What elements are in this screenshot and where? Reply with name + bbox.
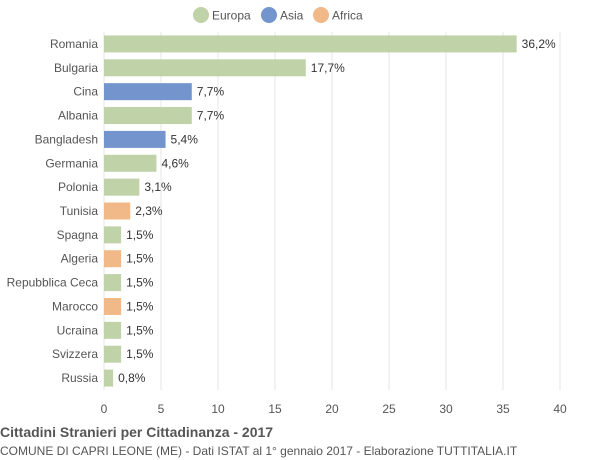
bar-tunisia <box>104 202 131 220</box>
legend-swatch-europa <box>193 7 209 23</box>
x-tick-label-25: 25 <box>382 402 396 416</box>
category-label-polonia: Polonia <box>58 180 98 194</box>
x-tick-label-35: 35 <box>496 402 510 416</box>
value-label-romania: 36,2% <box>522 37 556 51</box>
bar-algeria <box>104 250 122 268</box>
value-label-algeria: 1,5% <box>126 252 154 266</box>
legend-label-europa: Europa <box>212 9 251 23</box>
category-label-algeria: Algeria <box>61 252 99 266</box>
value-label-cina: 7,7% <box>197 85 225 99</box>
value-label-russia: 0,8% <box>118 371 146 385</box>
category-label-cina: Cina <box>73 85 98 99</box>
category-label-marocco: Marocco <box>52 299 98 313</box>
value-label-spagna: 1,5% <box>126 228 154 242</box>
bar-cina <box>104 83 192 101</box>
bar-germania <box>104 154 157 172</box>
legend-swatch-asia <box>261 7 277 23</box>
category-label-russia: Russia <box>61 371 98 385</box>
x-tick-label-10: 10 <box>211 402 225 416</box>
bar-bulgaria <box>104 59 306 77</box>
category-label-ucraina: Ucraina <box>57 323 99 337</box>
bar-russia <box>104 369 114 387</box>
value-label-bangladesh: 5,4% <box>171 132 199 146</box>
bar-svizzera <box>104 345 122 363</box>
legend-label-africa: Africa <box>332 9 363 23</box>
category-label-albania: Albania <box>58 109 98 123</box>
x-tick-label-20: 20 <box>325 402 339 416</box>
category-label-svizzera: Svizzera <box>52 347 98 361</box>
bar-repubblica-ceca <box>104 274 122 292</box>
x-tick-label-5: 5 <box>158 402 165 416</box>
bar-romania <box>104 35 517 53</box>
chart-source: COMUNE DI CAPRI LEONE (ME) - Dati ISTAT … <box>0 444 518 458</box>
value-label-repubblica-ceca: 1,5% <box>126 276 154 290</box>
category-label-repubblica-ceca: Repubblica Ceca <box>7 276 99 290</box>
category-label-romania: Romania <box>50 37 98 51</box>
value-label-svizzera: 1,5% <box>126 347 154 361</box>
value-label-germania: 4,6% <box>161 156 189 170</box>
bar-albania <box>104 107 192 125</box>
bar-polonia <box>104 178 140 196</box>
legend-swatch-africa <box>313 7 329 23</box>
bar-marocco <box>104 297 122 315</box>
value-label-tunisia: 2,3% <box>135 204 163 218</box>
value-label-albania: 7,7% <box>197 109 225 123</box>
value-label-bulgaria: 17,7% <box>311 61 345 75</box>
category-label-tunisia: Tunisia <box>60 204 99 218</box>
category-label-germania: Germania <box>45 156 98 170</box>
category-label-spagna: Spagna <box>57 228 99 242</box>
value-label-ucraina: 1,5% <box>126 323 154 337</box>
chart-title: Cittadini Stranieri per Cittadinanza - 2… <box>0 424 274 440</box>
x-tick-label-40: 40 <box>553 402 567 416</box>
value-label-marocco: 1,5% <box>126 299 154 313</box>
legend-label-asia: Asia <box>280 9 304 23</box>
x-tick-label-0: 0 <box>101 402 108 416</box>
bar-bangladesh <box>104 130 166 148</box>
bar-ucraina <box>104 321 122 339</box>
bar-spagna <box>104 226 122 244</box>
category-label-bangladesh: Bangladesh <box>35 132 98 146</box>
x-tick-label-15: 15 <box>268 402 282 416</box>
bar-chart: 0 5 10 15 20 25 30 35 40 Romania 36,2% Bulgaria 17,7… <box>7 7 567 416</box>
category-label-bulgaria: Bulgaria <box>54 61 98 75</box>
value-label-polonia: 3,1% <box>144 180 172 194</box>
x-tick-label-30: 30 <box>439 402 453 416</box>
